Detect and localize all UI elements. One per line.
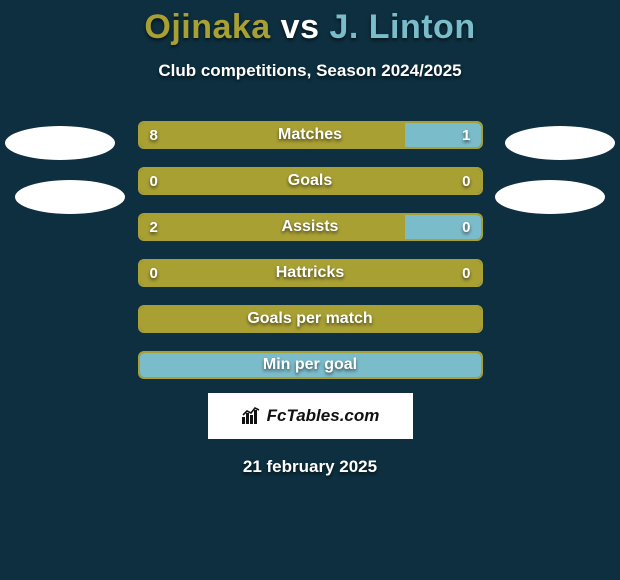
- avatar-placeholder-right-2: [495, 180, 605, 214]
- stat-row-min-per-goal: Min per goal: [138, 351, 483, 379]
- comparison-card: Ojinaka vs J. Linton Club competitions, …: [0, 0, 620, 580]
- stat-label: Matches: [140, 123, 481, 147]
- avatar-placeholder-right-1: [505, 126, 615, 160]
- title-player2: J. Linton: [329, 8, 475, 46]
- stat-label: Hattricks: [140, 261, 481, 285]
- brand-text: FcTables.com: [267, 406, 380, 426]
- stat-label: Goals: [140, 169, 481, 193]
- stat-row-goals-per-match: Goals per match: [138, 305, 483, 333]
- stat-value-p1: 8: [150, 123, 158, 147]
- stat-value-p1: 0: [150, 261, 158, 285]
- date-label: 21 february 2025: [0, 457, 620, 477]
- title-vs: vs: [281, 8, 320, 46]
- stat-value-p2: 0: [462, 169, 470, 193]
- stat-rows: Matches81Goals00Assists20Hattricks00Goal…: [138, 121, 483, 379]
- title: Ojinaka vs J. Linton: [0, 0, 620, 47]
- stat-row-goals: Goals0 0: [138, 167, 483, 195]
- stat-value-p1: 2: [150, 215, 158, 239]
- stat-row-assists: Assists2 0: [138, 213, 483, 241]
- brand-badge[interactable]: FcTables.com: [208, 393, 413, 439]
- stat-row-hattricks: Hattricks0 0: [138, 259, 483, 287]
- avatar-placeholder-left-2: [15, 180, 125, 214]
- stat-value-p2: 0: [462, 261, 470, 285]
- title-player1: Ojinaka: [144, 8, 270, 46]
- stat-label: Assists: [140, 215, 481, 239]
- stat-label: Goals per match: [140, 307, 481, 331]
- brand-chart-icon: [241, 407, 261, 425]
- avatar-placeholder-left-1: [5, 126, 115, 160]
- stat-value-p1: 0: [150, 169, 158, 193]
- subtitle: Club competitions, Season 2024/2025: [0, 61, 620, 81]
- stat-row-matches: Matches8 1: [138, 121, 483, 149]
- stat-label: Min per goal: [140, 353, 481, 377]
- stat-value-p2: 1: [462, 123, 470, 147]
- content-area: Matches81Goals00Assists20Hattricks00Goal…: [0, 121, 620, 477]
- stat-value-p2: 0: [462, 215, 470, 239]
